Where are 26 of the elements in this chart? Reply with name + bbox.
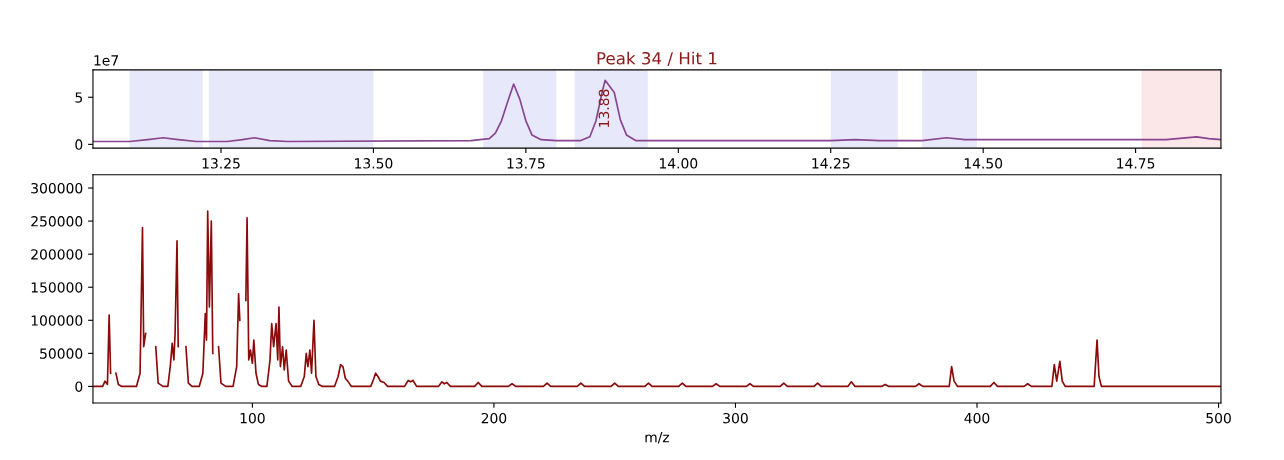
y-tick-label: 200000 bbox=[31, 249, 83, 260]
x-axis-title: m/z bbox=[645, 432, 670, 444]
y-tick-label: 5 bbox=[75, 92, 83, 103]
y-tick-label: 300000 bbox=[31, 183, 83, 194]
y-tick-label: 150000 bbox=[31, 282, 83, 293]
x-tick-label: 100 bbox=[240, 412, 265, 424]
annotation: 13.88 bbox=[598, 89, 610, 127]
x-tick-label: 13.50 bbox=[355, 158, 393, 169]
x-tick-label: 13.25 bbox=[202, 158, 240, 169]
x-tick-label: 13.75 bbox=[507, 158, 545, 169]
x-tick-label: 14.00 bbox=[659, 158, 698, 169]
x-tick-label: 500 bbox=[1206, 412, 1231, 424]
x-tick-label: 14.50 bbox=[964, 158, 1003, 169]
y-tick-label: 0 bbox=[75, 139, 83, 150]
y-tick-label: 0 bbox=[75, 381, 83, 392]
line-series bbox=[92, 79, 1221, 143]
x-tick-label: 14.75 bbox=[1117, 158, 1155, 169]
x-tick-label: 400 bbox=[964, 412, 990, 424]
y-tick-label: 250000 bbox=[31, 216, 83, 227]
x-tick-label: 300 bbox=[723, 412, 748, 424]
x-tick-label: 14.25 bbox=[812, 158, 850, 169]
x-tick-label: 200 bbox=[481, 412, 507, 424]
chart-title: Peak 34 / Hit 1 bbox=[597, 51, 717, 66]
y-tick-label: 50000 bbox=[40, 348, 83, 359]
text: 1e7 bbox=[94, 55, 118, 66]
y-tick-label: 100000 bbox=[31, 315, 83, 326]
